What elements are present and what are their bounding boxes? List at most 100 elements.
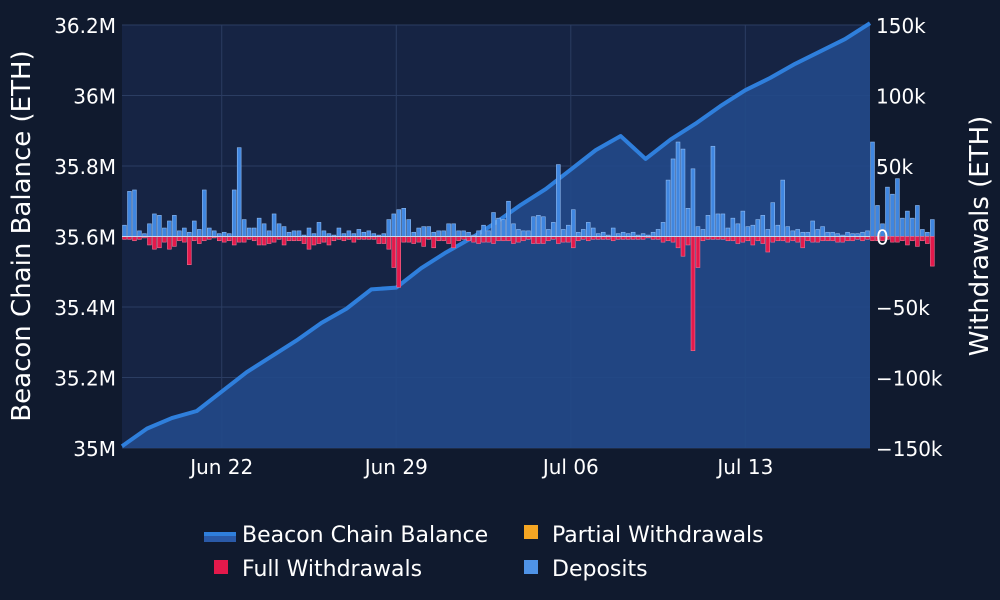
full-withdrawal-bar <box>880 236 885 242</box>
full-withdrawal-bar <box>486 236 491 243</box>
full-withdrawal-bar <box>147 236 152 246</box>
full-withdrawal-bar <box>875 236 880 242</box>
deposit-bar <box>815 229 820 237</box>
deposit-bar <box>451 223 456 237</box>
deposit-bar <box>531 216 536 237</box>
full-withdrawal-bar <box>665 236 671 242</box>
full-withdrawal-bar <box>481 236 486 243</box>
legend-label-balance: Beacon Chain Balance <box>242 523 488 548</box>
deposit-bar <box>541 216 546 237</box>
full-withdrawal-bar <box>411 236 416 244</box>
deposit-bar <box>256 217 262 237</box>
full-withdrawal-bar <box>381 236 387 244</box>
full-withdrawal-bar <box>890 236 895 243</box>
full-withdrawal-bar <box>930 236 935 267</box>
deposit-bar <box>356 229 362 237</box>
full-withdrawal-bar <box>840 236 845 243</box>
y-left-tick-label: 35.2M <box>54 367 116 391</box>
deposit-bar <box>187 231 192 237</box>
full-withdrawal-bar <box>860 236 865 242</box>
deposit-bar <box>127 191 132 237</box>
deposit-bar <box>147 223 152 237</box>
full-withdrawal-bar <box>132 236 137 242</box>
full-withdrawal-bar <box>157 236 162 249</box>
full-withdrawal-bar <box>341 236 347 242</box>
legend-item-balance[interactable]: Beacon Chain Balance <box>204 523 488 548</box>
deposit-bar <box>810 220 815 237</box>
full-withdrawal-bar <box>810 236 815 243</box>
deposit-bar <box>675 141 681 237</box>
full-withdrawal-bar <box>576 236 581 242</box>
y-left-tick-label: 36.2M <box>54 14 116 38</box>
deposit-bar <box>446 223 451 237</box>
deposit-bar <box>720 213 726 237</box>
deposit-bar <box>192 220 197 237</box>
full-withdrawal-bar <box>915 236 920 247</box>
deposit-bar <box>660 222 666 237</box>
full-withdrawal-bar <box>835 236 840 243</box>
full-withdrawal-bar <box>610 236 616 242</box>
deposit-bar <box>346 230 352 237</box>
full-withdrawal-bar <box>456 236 461 242</box>
full-withdrawal-bar <box>800 236 805 249</box>
deposit-bar <box>576 231 581 237</box>
full-withdrawal-bar <box>386 236 392 250</box>
deposit-bar <box>431 231 436 237</box>
deposit-bar <box>122 224 127 237</box>
x-tick-label: Jul 13 <box>715 455 773 479</box>
deposit-bar <box>411 231 416 237</box>
deposit-bar <box>202 189 207 237</box>
left-axis-ticks: 35M 35.2M 35.4M 35.6M 35.8M 36M 36.2M <box>54 14 116 461</box>
deposit-bar <box>546 229 551 237</box>
deposit-bar <box>246 227 252 237</box>
deposit-bar <box>231 189 237 237</box>
deposit-bar <box>715 213 721 237</box>
full-withdrawal-bar <box>690 236 696 352</box>
deposit-bar <box>586 222 591 237</box>
deposit-bar <box>915 205 920 237</box>
balance-area <box>120 21 872 449</box>
full-withdrawal-bar <box>226 236 232 242</box>
deposit-bar <box>795 229 800 237</box>
full-withdrawal-bar <box>261 236 267 246</box>
full-withdrawal-bar <box>825 236 830 242</box>
deposit-bar <box>212 230 217 237</box>
full-withdrawal-bar <box>725 236 731 242</box>
full-withdrawal-bar <box>436 236 441 242</box>
deposit-bar <box>710 145 716 237</box>
deposit-bar <box>501 219 506 237</box>
full-withdrawal-bar <box>730 236 736 242</box>
deposit-bar <box>461 230 466 237</box>
legend-item-deposits[interactable]: Deposits <box>524 557 648 582</box>
deposit-bar <box>207 227 212 237</box>
x-tick-label: Jun 29 <box>363 455 428 479</box>
full-withdrawal-bar <box>216 236 222 242</box>
deposit-bar <box>725 227 731 237</box>
full-withdrawal-bar <box>765 236 771 253</box>
deposit-bar <box>581 229 586 237</box>
deposit-bar <box>571 209 576 237</box>
full-withdrawal-bar <box>675 236 681 249</box>
full-withdrawal-bar <box>172 236 177 247</box>
full-withdrawal-bar <box>541 236 546 244</box>
deposit-bar <box>865 230 870 237</box>
deposit-bar <box>860 231 865 237</box>
full-withdrawal-bar <box>845 236 850 242</box>
deposit-bar <box>526 230 531 237</box>
deposit-bar <box>566 224 571 237</box>
deposit-bar <box>900 217 905 237</box>
legend-item-partial[interactable]: Partial Withdrawals <box>524 523 764 548</box>
deposit-bar <box>521 230 526 237</box>
deposit-bar <box>551 222 556 237</box>
deposit-bar <box>665 179 671 237</box>
full-withdrawal-bar <box>695 236 701 268</box>
full-withdrawal-bar <box>281 236 287 246</box>
deposit-bar <box>306 227 312 237</box>
legend: Beacon Chain Balance Partial Withdrawals… <box>204 523 764 582</box>
legend-item-full[interactable]: Full Withdrawals <box>214 557 422 582</box>
deposit-bar <box>765 229 771 237</box>
full-withdrawal-bar <box>406 236 411 243</box>
full-withdrawal-bar <box>586 236 591 242</box>
full-withdrawal-bar <box>920 236 925 242</box>
full-withdrawal-bar <box>546 236 551 242</box>
